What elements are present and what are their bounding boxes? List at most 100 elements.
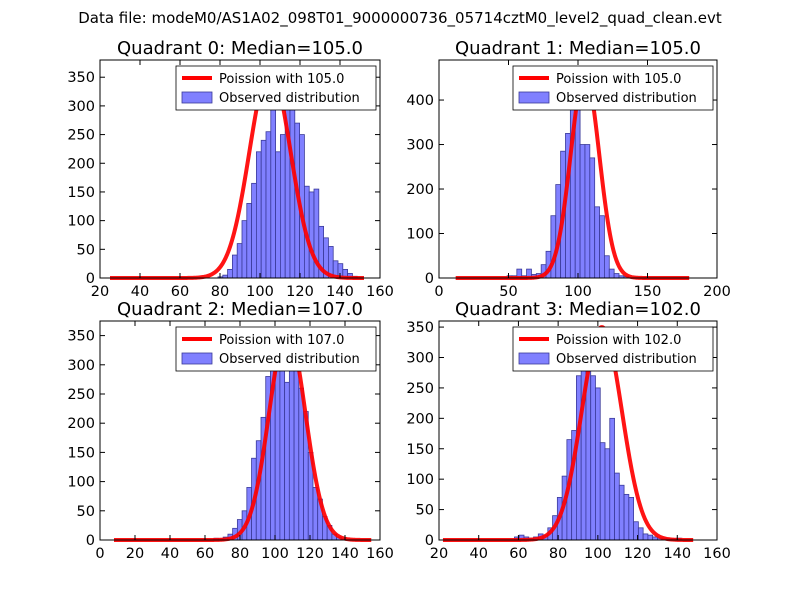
histogram-bar xyxy=(265,131,272,279)
histogram-bar xyxy=(246,203,253,279)
legend-label-poisson: Poission with 102.0 xyxy=(556,333,681,348)
x-tick-label: 140 xyxy=(331,546,359,562)
x-tick-label: 120 xyxy=(624,546,652,562)
histogram-bar xyxy=(595,387,601,541)
y-tick-label: 350 xyxy=(67,70,95,86)
x-tick-label: 120 xyxy=(286,284,314,300)
histogram-bar xyxy=(609,417,615,541)
figure-suptitle: Data file: modeM0/AS1A02_098T01_90000007… xyxy=(78,9,722,27)
histogram-bar xyxy=(289,99,296,279)
histogram-bar xyxy=(599,215,605,279)
histogram-bar xyxy=(298,387,304,541)
y-tick-label: 200 xyxy=(67,156,95,172)
x-tick-label: 120 xyxy=(296,546,324,562)
legend-label-poisson: Poission with 105.0 xyxy=(219,72,344,87)
histogram-bar xyxy=(279,134,286,279)
histogram-bar xyxy=(604,255,610,279)
x-tick-label: 80 xyxy=(231,546,249,562)
panel-title: Quadrant 3: Median=102.0 xyxy=(455,299,701,320)
quadrant-2-panel: Quadrant 2: Median=107.0 0 20 40 60 80 100 120 1… xyxy=(67,299,394,562)
x-tick-label: 160 xyxy=(366,546,394,562)
y-tick-label: 250 xyxy=(406,381,434,397)
y-tick-label: 300 xyxy=(406,351,434,367)
y-tick-label: 250 xyxy=(67,387,95,403)
axes-frame xyxy=(99,59,381,279)
histogram-bar xyxy=(594,206,600,279)
y-tick-label: 0 xyxy=(425,271,434,287)
panel-title: Quadrant 1: Median=105.0 xyxy=(455,38,701,59)
histogram-bar xyxy=(613,273,620,279)
x-tick-label: 160 xyxy=(703,546,731,562)
x-tick-label: 50 xyxy=(499,284,517,300)
y-tick-label: 100 xyxy=(406,472,434,488)
y-tick-label: 100 xyxy=(67,475,95,491)
y-tick-label: 0 xyxy=(425,533,434,549)
quadrant-0-panel: Quadrant 0: Median=105.0 20 40 60 80 100 120 14… xyxy=(67,38,394,300)
x-tick-label: 100 xyxy=(584,546,612,562)
histogram-bar xyxy=(579,144,586,279)
histogram-bar xyxy=(604,448,611,541)
x-tick-label: 200 xyxy=(703,284,731,300)
x-tick-label: 20 xyxy=(126,546,144,562)
panel-title: Quadrant 2: Median=107.0 xyxy=(117,299,363,320)
y-tick-label: 350 xyxy=(406,320,434,336)
histogram-bar xyxy=(275,151,281,279)
histogram-bar xyxy=(642,533,649,541)
x-tick-label: 0 xyxy=(95,546,104,562)
y-tick-label: 50 xyxy=(416,503,434,519)
histogram-bar xyxy=(231,254,238,279)
legend-label-observed: Observed distribution xyxy=(556,352,697,367)
legend-bar-swatch xyxy=(518,352,550,365)
x-tick-label: 40 xyxy=(161,546,179,562)
histogram-bar xyxy=(576,375,582,541)
y-tick-label: 300 xyxy=(406,138,434,154)
y-tick-label: 200 xyxy=(406,411,434,427)
legend-label-observed: Observed distribution xyxy=(556,91,697,106)
x-tick-label: 0 xyxy=(434,284,443,300)
histogram-bar xyxy=(618,484,625,541)
histogram-bar xyxy=(584,144,591,279)
legend-label-observed: Observed distribution xyxy=(219,352,360,367)
y-tick-label: 0 xyxy=(86,271,95,287)
histogram-bar xyxy=(647,534,654,541)
x-tick-label: 40 xyxy=(131,284,149,300)
y-tick-label: 100 xyxy=(406,227,434,243)
x-tick-label: 160 xyxy=(366,284,394,300)
y-tick-label: 50 xyxy=(77,242,95,258)
y-tick-label: 50 xyxy=(77,504,95,520)
histogram-bar xyxy=(623,493,630,541)
x-tick-label: 140 xyxy=(663,546,691,562)
legend-bar-swatch xyxy=(181,352,213,365)
legend-label-observed: Observed distribution xyxy=(219,91,360,106)
histogram-bar xyxy=(241,220,248,279)
x-tick-label: 100 xyxy=(564,284,592,300)
y-tick-label: 300 xyxy=(67,99,95,115)
axes-frame xyxy=(438,320,718,541)
histogram-bar xyxy=(284,381,290,541)
x-tick-label: 40 xyxy=(469,546,487,562)
histogram-bar xyxy=(589,157,596,279)
histogram-bar xyxy=(251,182,257,279)
histogram-bar xyxy=(608,268,615,279)
y-tick-label: 150 xyxy=(67,445,95,461)
histogram-bar xyxy=(227,268,233,279)
quadrant-3-panel: Quadrant 3: Median=102.0 20 40 60 80 100 120 14… xyxy=(406,299,731,562)
histogram-bar xyxy=(308,191,315,279)
y-tick-label: 350 xyxy=(67,329,95,345)
histogram-bar xyxy=(260,139,267,279)
x-tick-label: 150 xyxy=(634,284,662,300)
x-tick-label: 80 xyxy=(211,284,229,300)
legend-label-poisson: Poission with 107.0 xyxy=(219,333,344,348)
x-tick-label: 60 xyxy=(509,546,527,562)
histogram-bar xyxy=(628,497,635,541)
y-tick-label: 0 xyxy=(86,533,95,549)
x-tick-label: 20 xyxy=(91,284,109,300)
y-tick-label: 300 xyxy=(67,358,95,374)
x-tick-label: 60 xyxy=(171,284,189,300)
y-tick-label: 150 xyxy=(406,442,434,458)
legend-label-poisson: Poission with 105.0 xyxy=(556,72,681,87)
y-tick-label: 400 xyxy=(406,93,434,109)
y-tick-label: 200 xyxy=(406,182,434,198)
histogram-bar xyxy=(599,442,606,541)
x-tick-label: 100 xyxy=(246,284,274,300)
